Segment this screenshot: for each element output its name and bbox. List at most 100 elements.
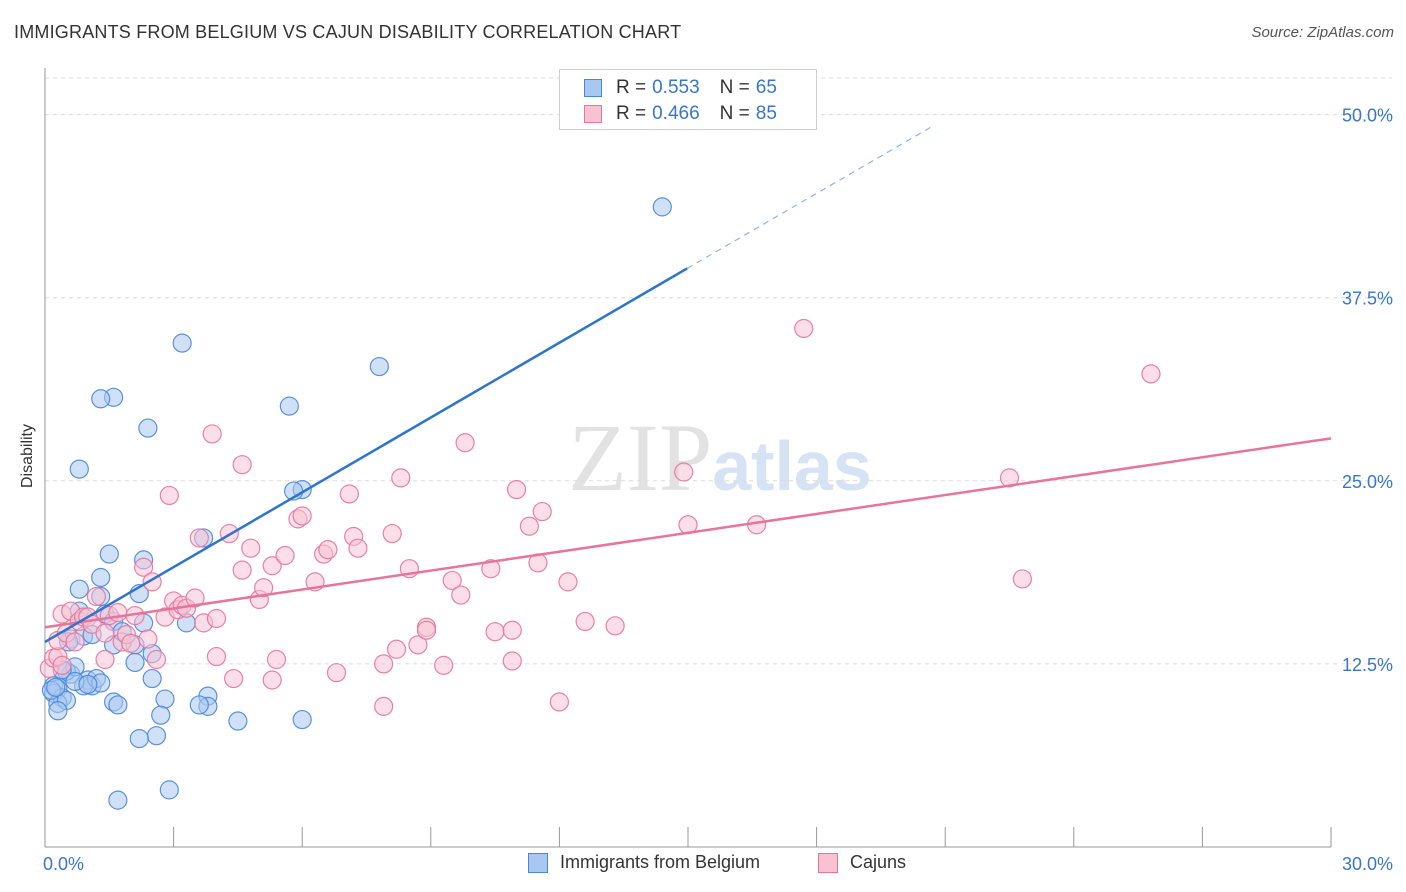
- point-belgium: [159, 780, 179, 800]
- n-value: 65: [755, 77, 777, 98]
- point-cajuns: [95, 623, 115, 643]
- point-cajuns: [266, 649, 287, 670]
- watermark: ZIPatlas: [568, 404, 872, 511]
- point-cajuns: [485, 622, 505, 642]
- point-cajuns: [416, 620, 437, 640]
- legend-label-cajuns: Cajuns: [850, 852, 907, 872]
- point-cajuns: [254, 578, 274, 598]
- source-label: Source: ZipAtlas.com: [1251, 24, 1394, 41]
- point-cajuns: [262, 670, 282, 690]
- point-cajuns: [519, 516, 539, 536]
- legend-label-belgium: Immigrants from Belgium: [560, 852, 761, 872]
- point-cajuns: [318, 540, 338, 560]
- point-belgium: [138, 418, 158, 438]
- point-belgium: [108, 695, 128, 715]
- stats-row-belgium: R = 0.553 N = 65: [584, 76, 777, 100]
- point-cajuns: [481, 559, 501, 579]
- stats-legend: R = 0.553 N = 65 R = 0.466 N = 85: [559, 69, 817, 130]
- point-cajuns: [292, 506, 312, 526]
- point-belgium: [155, 689, 175, 709]
- series-cajuns: [39, 318, 1161, 716]
- r-label: R =: [616, 77, 647, 98]
- point-cajuns: [232, 455, 252, 475]
- point-cajuns: [374, 696, 394, 716]
- trendline-belgium: [44, 267, 688, 644]
- point-cajuns: [202, 424, 222, 444]
- point-cajuns: [108, 603, 128, 623]
- legend-swatch-pink: [818, 852, 838, 873]
- point-belgium: [48, 701, 68, 721]
- point-cajuns: [206, 646, 227, 667]
- point-belgium: [108, 790, 128, 810]
- point-belgium: [91, 389, 111, 409]
- point-cajuns: [159, 485, 179, 506]
- r-value: 0.466: [652, 103, 700, 124]
- point-belgium: [292, 709, 312, 730]
- point-cajuns: [133, 557, 154, 577]
- point-cajuns: [65, 632, 85, 652]
- point-cajuns: [1012, 569, 1032, 589]
- point-cajuns: [605, 616, 625, 636]
- point-cajuns: [1141, 364, 1161, 384]
- legend-item-belgium: Immigrants from Belgium: [528, 852, 760, 873]
- r-value: 0.553: [652, 77, 700, 98]
- point-cajuns: [549, 692, 570, 712]
- n-label: N =: [719, 103, 750, 124]
- point-cajuns: [674, 462, 694, 482]
- legend-swatch-blue: [528, 852, 548, 873]
- point-cajuns: [138, 629, 158, 649]
- legend-swatch-pink: [584, 105, 602, 123]
- point-belgium: [142, 668, 162, 689]
- point-cajuns: [146, 649, 167, 670]
- y-tick-label: 37.5%: [1342, 289, 1393, 309]
- chart-title: IMMIGRANTS FROM BELGIUM VS CAJUN DISABIL…: [14, 22, 682, 42]
- legend-item-cajuns: Cajuns: [818, 852, 906, 873]
- series-legend: Immigrants from Belgium Cajuns: [0, 852, 1406, 878]
- point-cajuns: [434, 655, 454, 675]
- point-cajuns: [502, 651, 522, 671]
- point-cajuns: [275, 545, 295, 566]
- point-belgium: [46, 677, 66, 697]
- point-belgium: [146, 726, 167, 746]
- n-label: N =: [719, 77, 750, 98]
- point-belgium: [369, 356, 389, 377]
- point-belgium: [652, 197, 672, 217]
- trendline-belgium-extension: [686, 125, 933, 269]
- point-cajuns: [206, 608, 227, 629]
- x-tick-label-max: 30.0%: [1342, 854, 1393, 874]
- point-belgium: [125, 652, 145, 673]
- point-cajuns: [532, 501, 552, 522]
- point-cajuns: [224, 668, 244, 689]
- point-belgium: [228, 711, 248, 731]
- point-cajuns: [121, 633, 141, 653]
- x-tick-label-min: 0.0%: [43, 854, 84, 874]
- point-belgium: [129, 729, 149, 749]
- point-belgium: [189, 695, 209, 715]
- point-cajuns: [408, 635, 428, 655]
- point-belgium: [99, 544, 119, 564]
- point-cajuns: [794, 318, 814, 339]
- point-cajuns: [386, 639, 407, 659]
- point-belgium: [91, 567, 111, 588]
- point-cajuns: [348, 538, 368, 558]
- point-cajuns: [189, 528, 209, 548]
- point-belgium: [279, 396, 299, 416]
- n-value: 85: [755, 103, 777, 124]
- y-tick-label: 12.5%: [1342, 655, 1393, 675]
- point-cajuns: [506, 479, 527, 500]
- point-belgium: [69, 459, 89, 479]
- point-cajuns: [262, 556, 282, 576]
- point-cajuns: [999, 468, 1020, 488]
- point-cajuns: [451, 585, 471, 605]
- legend-swatch-blue: [584, 79, 602, 97]
- point-cajuns: [575, 611, 595, 632]
- y-tick-label: 50.0%: [1342, 106, 1393, 126]
- point-cajuns: [382, 523, 402, 544]
- y-tick-label: 25.0%: [1342, 472, 1393, 492]
- point-cajuns: [374, 654, 394, 674]
- point-cajuns: [391, 468, 411, 488]
- point-cajuns: [455, 433, 475, 453]
- r-label: R =: [616, 103, 647, 124]
- point-belgium: [69, 579, 89, 599]
